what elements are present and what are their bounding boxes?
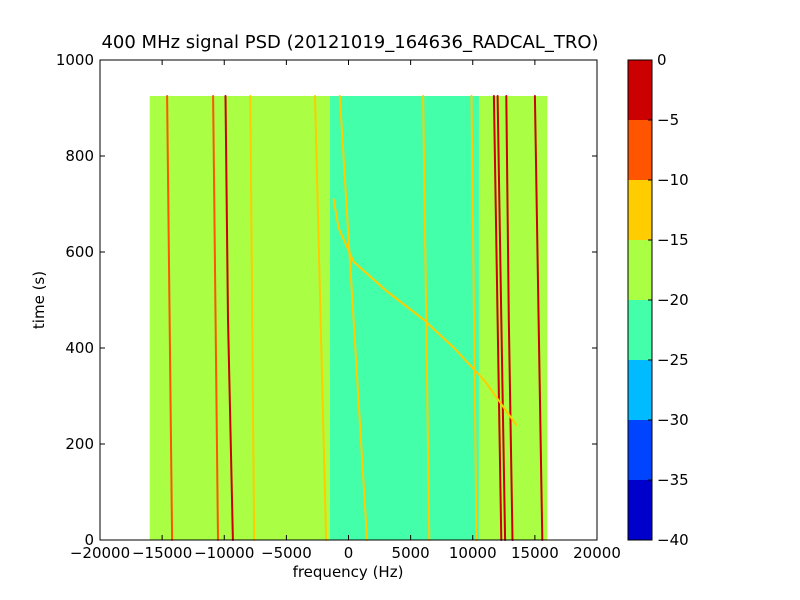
colorbar-tick-label: −35 xyxy=(657,471,689,489)
signal-line-11 xyxy=(533,95,544,541)
colorbar-tick-label: −30 xyxy=(657,411,689,429)
colorbar-band-3 xyxy=(628,300,652,360)
y-tick-label: 600 xyxy=(65,243,94,261)
colorbar-tick-label: −40 xyxy=(657,531,689,549)
x-tick-label: −20000 xyxy=(70,544,130,562)
x-tick-label: 15000 xyxy=(511,544,559,562)
colorbar-band-0 xyxy=(628,480,652,540)
signal-line-5 xyxy=(338,95,369,541)
colorbar-band-4 xyxy=(628,240,652,300)
signal-line-12 xyxy=(332,198,518,426)
psd-region-0 xyxy=(149,96,330,540)
y-tick-label: 200 xyxy=(65,435,94,453)
signal-line-6 xyxy=(422,95,431,541)
colorbar-tick-label: −25 xyxy=(657,351,689,369)
colorbar-band-7 xyxy=(628,60,652,120)
signal-line-3 xyxy=(249,95,256,541)
colorbar-band-5 xyxy=(628,180,652,240)
psd-region-1 xyxy=(329,96,479,540)
colorbar-tick-label: −15 xyxy=(657,231,689,249)
signal-line-1 xyxy=(166,95,174,541)
colorbar-tick-label: 0 xyxy=(657,51,667,69)
y-tick-label: 0 xyxy=(84,531,94,549)
y-tick-label: 400 xyxy=(65,339,94,357)
x-tick-label: 0 xyxy=(344,544,354,562)
x-tick-label: −5000 xyxy=(261,544,312,562)
chart-title: 400 MHz signal PSD (20121019_164636_RADC… xyxy=(101,32,598,53)
y-tick-label: 800 xyxy=(65,147,94,165)
x-axis-label: frequency (Hz) xyxy=(293,563,404,581)
signal-line-7 xyxy=(470,95,478,541)
colorbar-tick-label: −20 xyxy=(657,291,689,309)
colorbar-tick-label: −10 xyxy=(657,171,689,189)
plot-area xyxy=(149,95,548,541)
signal-line-8 xyxy=(492,95,503,541)
colorbar-tick-label: −5 xyxy=(657,111,679,129)
colorbar-band-2 xyxy=(628,360,652,420)
x-axis: −20000 −15000 −10000 −5000 0 5000 10000 15000 20… xyxy=(70,60,621,562)
signal-line-9 xyxy=(496,95,507,541)
signal-line-2 xyxy=(212,95,219,541)
y-axis-label: time (s) xyxy=(30,271,48,329)
x-tick-label: −15000 xyxy=(132,544,192,562)
x-tick-label: −10000 xyxy=(194,544,254,562)
y-axis: 0 200 400 600 800 1000 xyxy=(56,51,597,549)
signal-line-4 xyxy=(314,95,328,541)
x-tick-label: 10000 xyxy=(449,544,497,562)
signal-line-0 xyxy=(224,95,234,541)
y-tick-label: 1000 xyxy=(56,51,94,69)
colorbar-band-1 xyxy=(628,420,652,480)
x-tick-label: 5000 xyxy=(392,544,430,562)
colorbar: −40 −35 −30 −25 −20 −15 −10 −5 0 xyxy=(627,51,689,549)
psd-region-2 xyxy=(478,96,548,540)
signal-line-10 xyxy=(505,95,514,541)
x-tick-label: 20000 xyxy=(573,544,621,562)
colorbar-band-6 xyxy=(628,120,652,180)
